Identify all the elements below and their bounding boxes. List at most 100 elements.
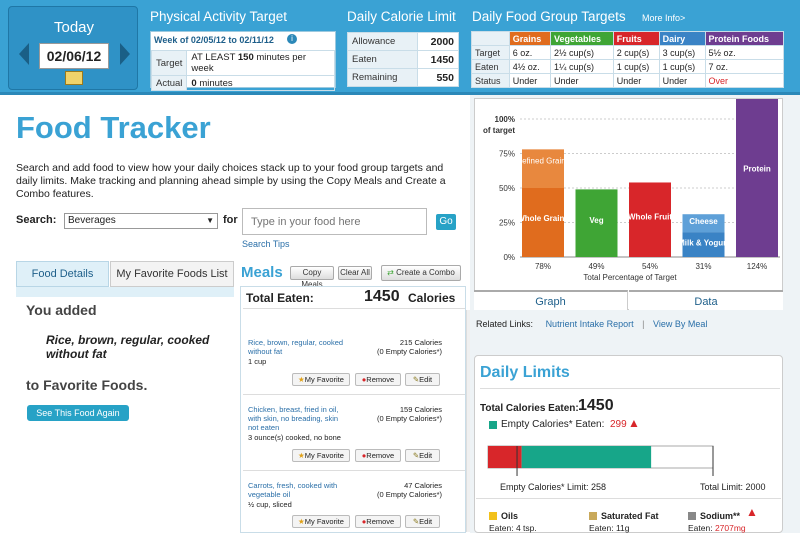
- label: My Favorite: [304, 451, 344, 460]
- cell: 4½ oz.: [508, 59, 552, 74]
- copy-meals-button[interactable]: Copy Meals: [290, 266, 334, 289]
- sat-fat-swatch: [589, 512, 597, 520]
- meals-scrollbar[interactable]: [466, 310, 472, 532]
- bar-whole-fruit: [629, 182, 671, 257]
- tab-underline: [16, 287, 234, 297]
- status-over-cell: Over: [704, 73, 785, 88]
- remaining-label: Remaining: [347, 68, 418, 87]
- search-tips-link[interactable]: Search Tips: [242, 239, 290, 249]
- activity-actual-row: Actual 0 minutes: [150, 75, 335, 91]
- oils-label: Oils: [501, 511, 519, 521]
- label: Edit: [419, 451, 433, 460]
- target-suffix: minutes per week: [191, 52, 307, 74]
- cell: 5½ oz.: [704, 45, 785, 60]
- vegetables-header: Vegetables: [550, 31, 614, 46]
- cell: 1 cup(s): [612, 59, 660, 74]
- label: Remove: [366, 375, 395, 384]
- remove-button[interactable]: ●Remove: [355, 373, 401, 386]
- x-tick-label: 124%: [747, 262, 767, 271]
- label: My Favorite: [304, 517, 344, 526]
- category-select-value: Beverages: [68, 215, 116, 226]
- my-favorite-button[interactable]: ★My Favorite: [292, 373, 350, 386]
- meals-title: Meals: [241, 264, 283, 281]
- view-by-meal-link[interactable]: View By Meal: [652, 319, 708, 329]
- calorie-row: Eaten 1450: [347, 50, 460, 69]
- y-top-label: 100%: [495, 115, 515, 124]
- remove-button[interactable]: ●Remove: [355, 515, 401, 528]
- empty-calories-limit: Empty Calories* Limit: 258: [500, 482, 607, 492]
- limit-bar-empty: [488, 446, 522, 468]
- my-favorite-button[interactable]: ★My Favorite: [292, 515, 350, 528]
- actual-suffix: minutes: [196, 77, 233, 89]
- chevron-down-icon: ▼: [206, 216, 214, 225]
- tab-graph[interactable]: Graph: [474, 290, 628, 310]
- my-favorite-button[interactable]: ★My Favorite: [292, 449, 350, 462]
- see-this-food-again-button[interactable]: See This Food Again: [27, 405, 129, 421]
- previous-day-arrow-icon[interactable]: [19, 43, 29, 65]
- nutrient-report-link[interactable]: Nutrient Intake Report: [545, 319, 634, 329]
- cell: Under: [508, 73, 552, 88]
- cell: Under: [612, 73, 660, 88]
- meal-item-portion: 3 ounce(s) cooked, no bone: [248, 433, 341, 442]
- activity-actual-value: 0 minutes: [186, 75, 335, 91]
- meal-item[interactable]: Carrots, fresh, cooked with vegetable oi…: [248, 481, 348, 509]
- tab-food-details[interactable]: Food Details: [16, 261, 109, 287]
- tab-data[interactable]: Data: [629, 290, 783, 310]
- separator: |: [642, 319, 645, 329]
- calories: 215 Calories: [399, 338, 442, 347]
- total-calories-label: Total Calories Eaten:: [480, 403, 579, 414]
- cell: 3 cup(s): [658, 45, 706, 60]
- bar-label: Milk & Yogurt: [678, 239, 729, 248]
- meal-item-name[interactable]: Carrots, fresh, cooked with vegetable oi…: [248, 481, 338, 499]
- activity-target-value: AT LEAST 150 minutes per week: [186, 50, 335, 76]
- more-info-link[interactable]: More Info>: [642, 13, 686, 23]
- remove-button[interactable]: ●Remove: [355, 449, 401, 462]
- sodium-eaten: Eaten: 2707mg: [688, 523, 746, 533]
- calendar-icon[interactable]: [65, 71, 83, 85]
- current-date: 02/06/12: [39, 43, 109, 69]
- calories: 47 Calories: [404, 481, 442, 490]
- allowance-label: Allowance: [347, 32, 418, 51]
- total-eaten-label: Total Eaten:: [246, 291, 314, 305]
- next-day-arrow-icon[interactable]: [120, 43, 130, 65]
- meal-item-name[interactable]: Rice, brown, regular, cooked without fat: [248, 338, 344, 356]
- info-icon[interactable]: i: [287, 34, 297, 44]
- oils-swatch: [489, 512, 497, 520]
- tab-favorite-foods[interactable]: My Favorite Foods List: [110, 261, 234, 287]
- label: Remove: [366, 451, 395, 460]
- empty-calories-swatch: [489, 421, 497, 429]
- cell: 2½ cup(s): [550, 45, 614, 60]
- bar-whole-grains: [522, 188, 564, 257]
- dairy-header: Dairy: [658, 31, 706, 46]
- calorie-panel: Daily Calorie Limit Allowance 2000 Eaten 1…: [342, 5, 462, 91]
- food-search-input[interactable]: [242, 208, 427, 235]
- food-group-eaten-row: Eaten 4½ oz. 1¼ cup(s) 1 cup(s) 1 cup(s) 7 o…: [471, 59, 785, 74]
- star-icon: ★: [298, 451, 305, 460]
- meal-item[interactable]: Rice, brown, regular, cooked without fat…: [248, 338, 348, 366]
- meal-item[interactable]: Chicken, breast, fried in oil, with skin…: [248, 405, 348, 442]
- create-combo-button[interactable]: ⇄ Create a Combo: [381, 265, 461, 281]
- y-top-sublabel: of target: [483, 126, 515, 135]
- to-favorites-label: to Favorite Foods.: [26, 377, 148, 393]
- edit-button[interactable]: ✎Edit: [405, 373, 440, 386]
- eaten-value: 1450: [416, 50, 460, 69]
- clear-all-button[interactable]: Clear All: [338, 266, 372, 280]
- search-label: Search:: [16, 214, 57, 226]
- cell: 1¼ cup(s): [550, 59, 614, 74]
- edit-button[interactable]: ✎Edit: [405, 449, 440, 462]
- divider: [476, 498, 781, 499]
- eaten-label: Eaten: [347, 50, 418, 69]
- today-title: Today: [53, 19, 95, 36]
- x-tick-label: 31%: [695, 262, 711, 271]
- meal-item-name[interactable]: Chicken, breast, fried in oil, with skin…: [248, 405, 339, 432]
- activity-week: Week of 02/05/12 to 02/11/12: [154, 35, 274, 45]
- eaten-value: 11g: [615, 523, 630, 533]
- label: Remove: [366, 517, 395, 526]
- go-button[interactable]: Go: [436, 214, 456, 230]
- remove-icon: ●: [361, 517, 367, 526]
- calorie-title: Daily Calorie Limit: [347, 9, 456, 24]
- edit-icon: ✎: [412, 451, 420, 460]
- edit-button[interactable]: ✎Edit: [405, 515, 440, 528]
- sodium-swatch: [688, 512, 696, 520]
- category-select[interactable]: Beverages ▼: [64, 213, 218, 229]
